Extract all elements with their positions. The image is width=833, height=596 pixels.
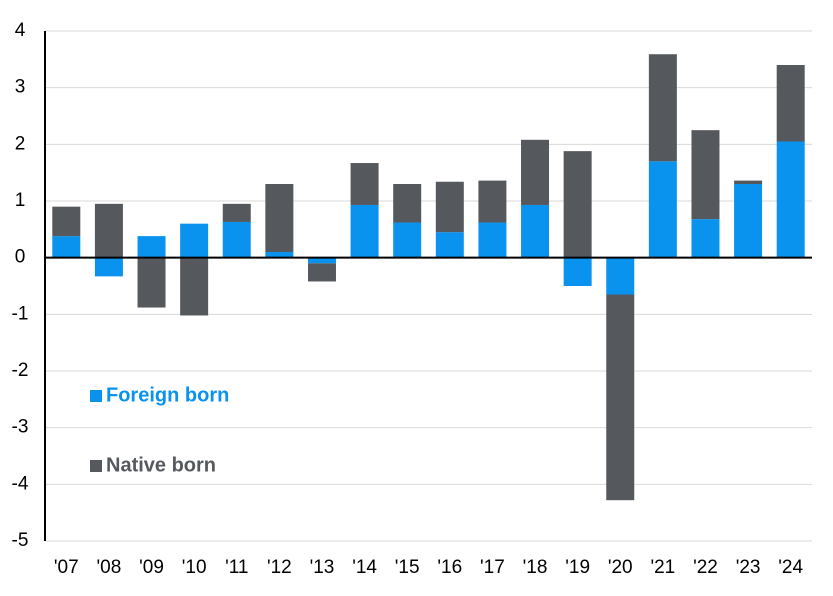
y-tick-label: 4	[15, 20, 26, 41]
bar	[393, 184, 422, 223]
bar	[137, 236, 166, 258]
y-tick-label: 0	[15, 247, 26, 268]
bar	[648, 161, 677, 258]
bar	[691, 130, 720, 220]
x-tick-label: '24	[778, 557, 803, 578]
bar	[776, 141, 805, 258]
x-tick-label: '15	[395, 557, 420, 578]
x-tick-label: '11	[225, 557, 248, 578]
y-tick-label: -4	[12, 473, 29, 494]
y-tick-label: -5	[12, 530, 29, 551]
x-tick-label: '08	[97, 557, 122, 578]
legend-label: Native born	[106, 454, 216, 476]
x-tick-label: '13	[310, 557, 335, 578]
y-tick-label: 1	[15, 190, 26, 211]
bar	[222, 221, 251, 258]
bar	[265, 252, 294, 258]
x-tick-label: '18	[523, 557, 548, 578]
bar	[350, 163, 379, 205]
bar	[521, 139, 550, 205]
y-tick-label: 3	[15, 77, 26, 98]
bar	[94, 257, 123, 277]
y-tick-label: -1	[12, 303, 29, 324]
bar	[435, 181, 464, 233]
bar	[776, 65, 805, 142]
y-tick-label: 2	[15, 133, 26, 154]
bar	[606, 294, 635, 501]
bar	[350, 204, 379, 258]
y-tick-label: -3	[12, 417, 29, 438]
x-tick-label: '07	[54, 557, 79, 578]
x-tick-label: '20	[608, 557, 633, 578]
x-tick-label: '12	[267, 557, 292, 578]
bar	[393, 222, 422, 258]
bar	[563, 257, 592, 286]
x-tick-label: '17	[480, 557, 505, 578]
bar	[137, 257, 166, 308]
bar	[222, 203, 251, 222]
bar	[94, 203, 123, 258]
bar	[180, 223, 209, 258]
legend-swatch	[90, 460, 102, 472]
bar	[265, 184, 294, 252]
legend-swatch	[90, 390, 102, 402]
bar	[478, 180, 507, 223]
bar	[478, 222, 507, 258]
bar	[52, 206, 81, 237]
x-tick-label: '21	[650, 557, 675, 578]
bar	[180, 257, 209, 316]
x-tick-label: '22	[693, 557, 718, 578]
bar	[691, 219, 720, 258]
bar	[734, 184, 763, 258]
bar	[563, 151, 592, 258]
x-tick-label: '10	[182, 557, 207, 578]
bar	[734, 180, 763, 184]
legend-label: Foreign born	[106, 384, 229, 406]
bar	[435, 232, 464, 258]
bar	[606, 257, 635, 295]
bar	[307, 257, 336, 264]
x-tick-label: '19	[565, 557, 590, 578]
bar	[307, 263, 336, 282]
x-tick-label: '14	[352, 557, 377, 578]
x-tick-label: '09	[139, 557, 164, 578]
x-tick-label: '23	[736, 557, 761, 578]
bar	[648, 54, 677, 162]
y-tick-label: -2	[12, 360, 29, 381]
bar	[52, 236, 81, 258]
bar	[521, 204, 550, 258]
x-tick-label: '16	[437, 557, 462, 578]
